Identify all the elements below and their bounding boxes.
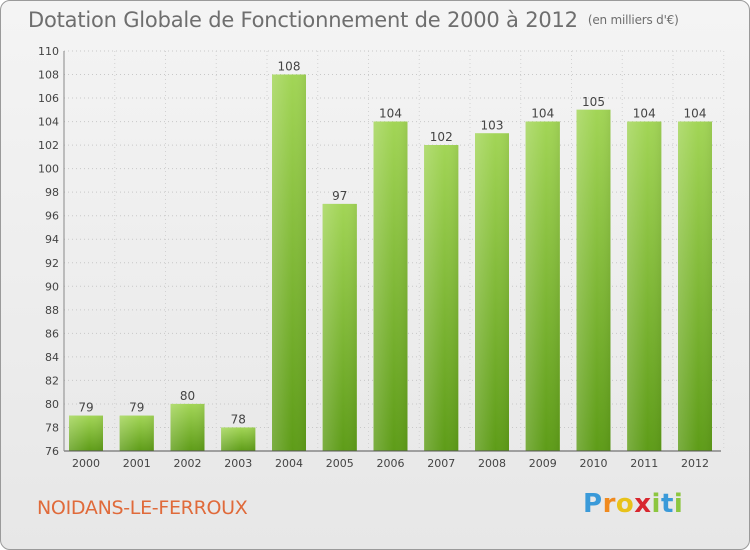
x-tick-label: 2005 <box>326 457 354 470</box>
y-tick-label: 108 <box>38 69 59 82</box>
data-label: 79 <box>78 401 93 415</box>
y-tick-label: 78 <box>45 421 59 434</box>
data-label: 108 <box>278 60 301 74</box>
y-tick-label: 106 <box>38 92 59 105</box>
y-tick-label: 100 <box>38 163 59 176</box>
proxiti-logo: Proxiti <box>583 489 683 519</box>
x-tick-label: 2001 <box>123 457 151 470</box>
x-tick-label: 2012 <box>681 457 709 470</box>
bar-shade <box>373 121 408 452</box>
bar-shade <box>221 427 256 451</box>
y-tick-label: 96 <box>45 210 59 223</box>
data-label: 97 <box>332 189 347 203</box>
bar-shade <box>475 133 509 451</box>
data-labels: 79 79 80 78 108 97 104 102 103 104 105 104 104 <box>78 60 706 427</box>
bar-shade <box>119 415 154 451</box>
y-tick-label: 92 <box>45 257 59 270</box>
data-label: 80 <box>180 389 195 403</box>
bar-shade <box>170 403 205 451</box>
y-tick-label: 82 <box>45 374 59 387</box>
y-tick-label: 90 <box>45 280 59 293</box>
data-label: 104 <box>633 107 656 121</box>
bar-shade <box>576 109 611 451</box>
logo-letter: i <box>651 489 661 519</box>
x-tick-label: 2002 <box>174 457 202 470</box>
data-label: 102 <box>430 130 453 144</box>
data-label: 104 <box>684 107 707 121</box>
axes: 76 78 80 82 84 86 88 90 92 94 96 98 100 102 104 106 108 1… <box>38 45 721 470</box>
data-label: 79 <box>129 401 144 415</box>
data-label: 78 <box>231 412 246 426</box>
x-tick-label: 2008 <box>478 457 506 470</box>
y-tick-label: 110 <box>38 45 59 58</box>
y-tick-label: 102 <box>38 139 59 152</box>
chart-unit: (en milliers d'€) <box>587 13 679 27</box>
logo-letter: o <box>615 489 635 519</box>
logo-letter: P <box>583 489 603 519</box>
y-tick-label: 88 <box>45 304 59 317</box>
bar-shade <box>424 145 459 451</box>
logo-letter: r <box>602 489 616 519</box>
y-tick-label: 84 <box>45 351 59 364</box>
y-tick-label: 94 <box>45 233 59 246</box>
bars <box>69 74 712 452</box>
town-name: NOIDANS-LE-FERROUX <box>37 497 248 519</box>
bar-shade <box>525 121 560 452</box>
x-tick-label: 2004 <box>275 457 303 470</box>
chart-title-text: Dotation Globale de Fonctionnement de 20… <box>28 8 578 32</box>
chart-title: Dotation Globale de Fonctionnement de 20… <box>28 8 679 32</box>
logo-letter: x <box>634 489 652 519</box>
bar-shade <box>69 415 103 451</box>
y-tick-label: 76 <box>45 445 59 458</box>
x-tick-label: 2003 <box>224 457 252 470</box>
data-label: 103 <box>481 118 504 132</box>
logo-letter: t <box>660 489 674 519</box>
y-tick-label: 104 <box>38 116 59 129</box>
x-tick-label: 2010 <box>580 457 608 470</box>
x-tick-label: 2006 <box>377 457 405 470</box>
x-tick-label: 2007 <box>427 457 455 470</box>
x-tick-label: 2009 <box>529 457 557 470</box>
y-tick-label: 80 <box>45 398 59 411</box>
y-tick-label: 98 <box>45 186 59 199</box>
logo-letter: i <box>673 489 684 519</box>
data-label: 105 <box>582 95 605 109</box>
bar-shade <box>678 121 712 452</box>
data-label: 104 <box>379 107 402 121</box>
bar-shade <box>627 121 662 452</box>
bar-shade <box>272 74 306 451</box>
bar-shade <box>322 203 357 451</box>
x-tick-label: 2000 <box>72 457 100 470</box>
data-label: 104 <box>531 107 554 121</box>
y-tick-label: 86 <box>45 327 59 340</box>
x-tick-label: 2011 <box>630 457 658 470</box>
